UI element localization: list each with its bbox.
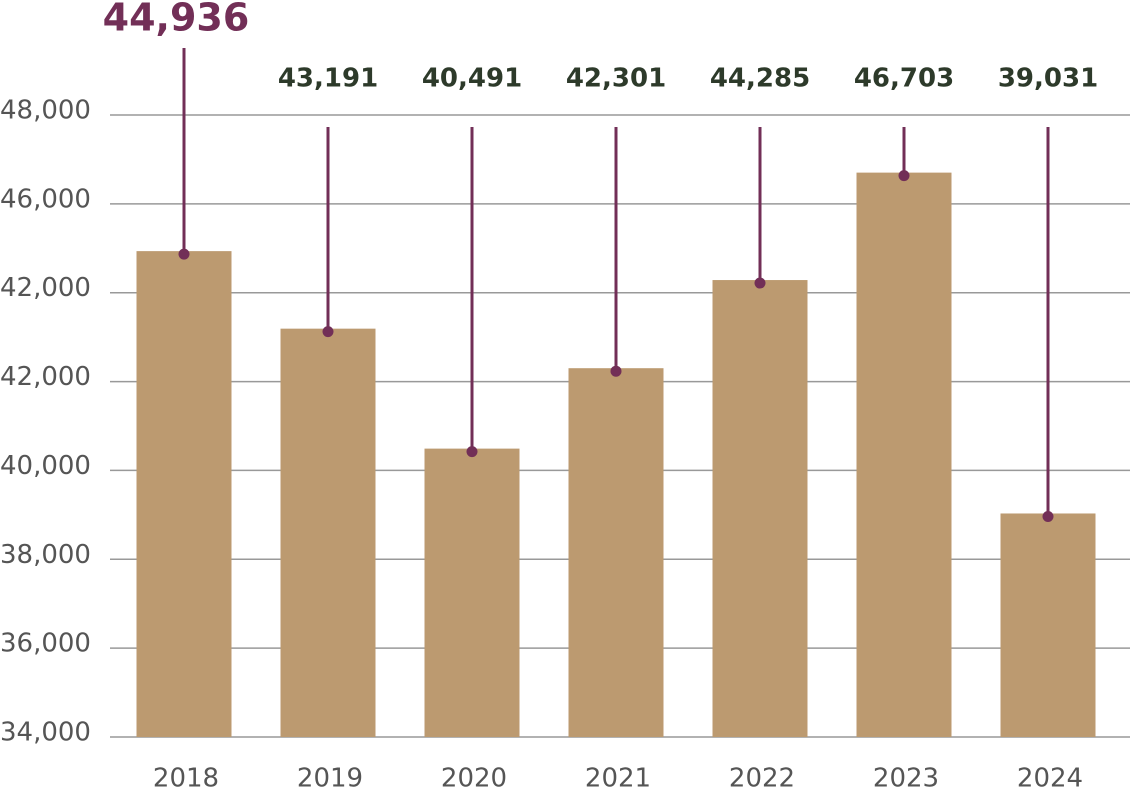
y-tick-label: 40,000	[0, 451, 91, 481]
marker-dot	[322, 326, 334, 338]
y-tick-label: 46,000	[0, 184, 91, 214]
y-tick-label: 42,000	[0, 362, 91, 392]
value-label: 40,491	[422, 64, 522, 94]
x-tick-label: 2022	[729, 764, 795, 794]
y-tick-label: 48,000	[0, 96, 91, 126]
marker-dot	[178, 248, 190, 260]
x-tick-label: 2021	[585, 764, 651, 794]
x-tick-label: 2018	[153, 764, 219, 794]
bar	[136, 251, 232, 737]
bar	[712, 280, 808, 737]
marker-dot	[610, 365, 622, 377]
value-label: 43,191	[278, 64, 378, 94]
bar	[280, 328, 376, 737]
value-label: 42,301	[566, 64, 666, 94]
y-tick-label: 34,000	[0, 718, 91, 748]
bar	[856, 172, 952, 738]
y-tick-label: 42,000	[0, 273, 91, 303]
x-tick-label: 2019	[297, 764, 363, 794]
x-tick-label: 2024	[1017, 764, 1083, 794]
bar	[424, 448, 520, 737]
marker-dot	[898, 170, 910, 182]
value-label: 39,031	[998, 64, 1098, 94]
bar	[568, 368, 664, 737]
value-label: 46,703	[854, 64, 954, 94]
y-tick-label: 38,000	[0, 540, 91, 570]
x-tick-label: 2020	[441, 764, 507, 794]
value-label: 44,285	[710, 64, 810, 94]
marker-dot	[466, 446, 478, 458]
marker-dot	[754, 277, 766, 289]
x-tick-label: 2023	[873, 764, 939, 794]
bar	[1000, 513, 1096, 737]
marker-dot	[1042, 510, 1054, 522]
y-tick-label: 36,000	[0, 629, 91, 659]
value-label: 44,936	[103, 0, 250, 40]
